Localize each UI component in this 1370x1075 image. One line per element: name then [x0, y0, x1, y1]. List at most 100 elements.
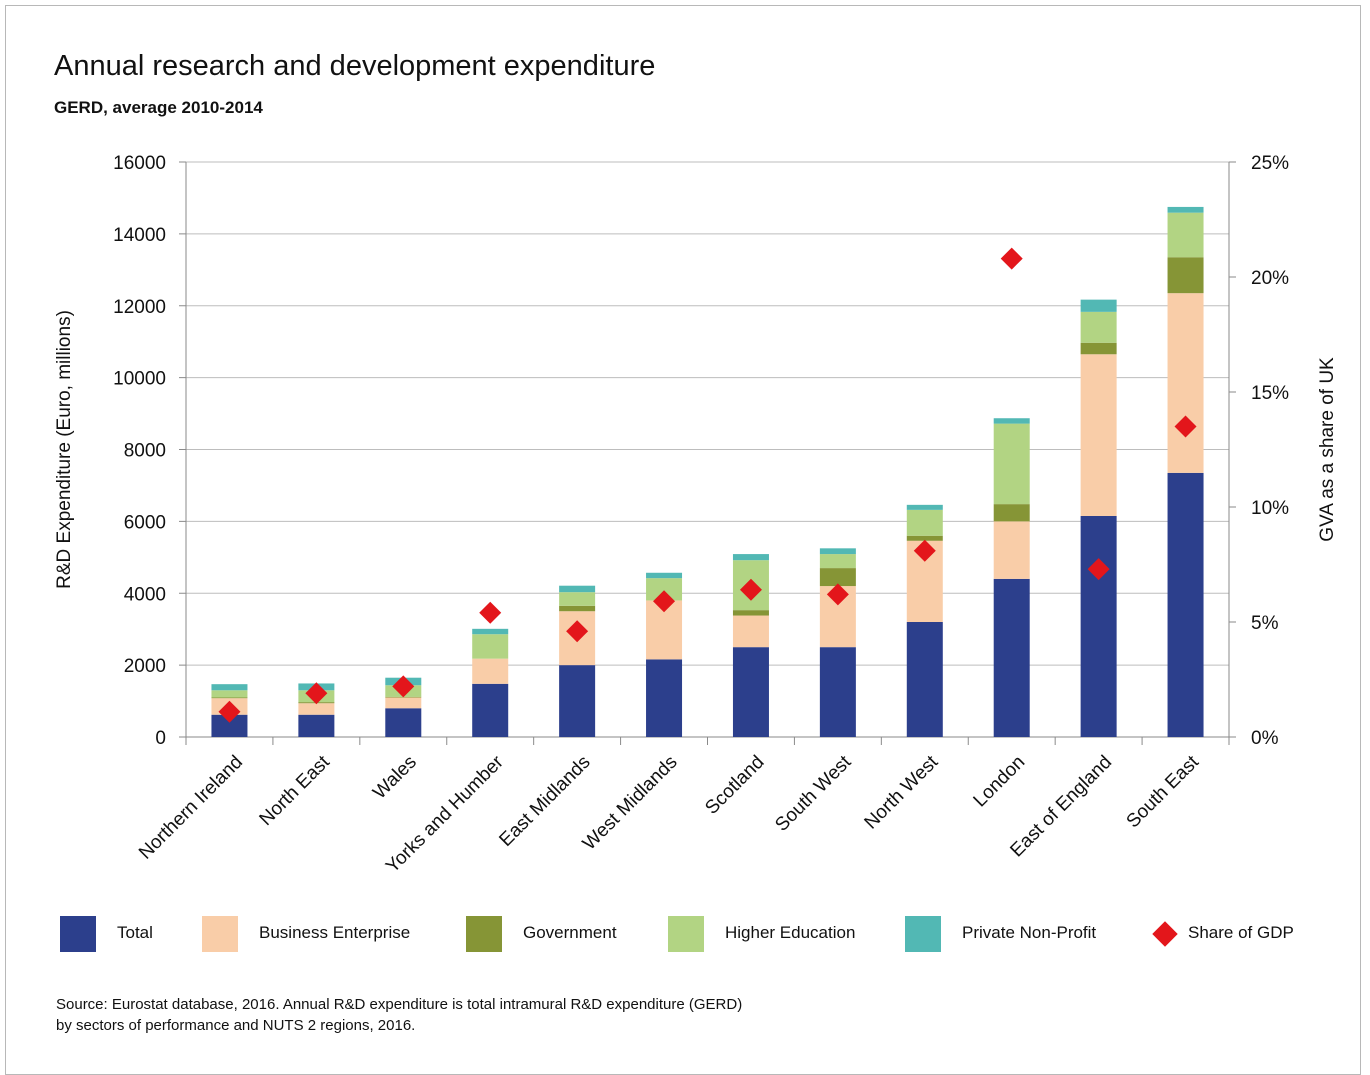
- bar-segment: [1080, 311, 1117, 343]
- share-of-gdp-marker: [1174, 415, 1197, 438]
- bar-segment: [472, 634, 509, 659]
- bar-segment: [993, 504, 1030, 522]
- bar-segment: [211, 714, 248, 737]
- y-tick-label: 8000: [124, 441, 166, 462]
- source-note: Source: Eurostat database, 2016. Annual …: [56, 994, 956, 1036]
- legend-label: Business Enterprise: [259, 923, 411, 942]
- y-tick-label: 2000: [124, 656, 166, 677]
- bar-segment: [993, 418, 1030, 424]
- legend-item: [668, 916, 704, 952]
- bar-segment: [732, 610, 769, 616]
- bar-segment: [993, 521, 1030, 579]
- y2-axis-title: GVA as a share of UK: [1317, 357, 1338, 542]
- bar-segment: [211, 690, 248, 698]
- share-of-gdp-marker: [1000, 247, 1023, 270]
- legend-label: Total: [117, 923, 153, 942]
- bar-segment: [559, 665, 596, 737]
- legend-label: Private Non-Profit: [962, 923, 1097, 942]
- bar-segment: [732, 554, 769, 561]
- share-of-gdp-marker: [653, 590, 676, 613]
- bar-segment: [559, 585, 596, 593]
- legend-swatch: [466, 916, 502, 952]
- bar-segment: [472, 658, 509, 684]
- x-tick-label: South East: [1123, 751, 1204, 832]
- bar-segment: [1080, 342, 1117, 355]
- y-tick-label: 4000: [124, 584, 166, 605]
- x-tick-label: Scotland: [701, 752, 768, 819]
- bar-segment: [385, 708, 422, 737]
- x-tick-label: North West: [861, 751, 943, 833]
- bar-segment: [906, 509, 943, 536]
- bar-segment: [1080, 515, 1117, 737]
- bar-segment: [559, 592, 596, 606]
- bar-segment: [993, 578, 1030, 737]
- bar-segment: [1080, 299, 1117, 312]
- share-of-gdp-marker: [479, 601, 502, 624]
- bar-segment: [1167, 212, 1204, 258]
- y-tick-label: 16000: [113, 153, 166, 174]
- share-of-gdp-marker: [739, 578, 762, 601]
- bar-segment: [1080, 354, 1117, 516]
- x-tick-label: London: [970, 752, 1030, 812]
- legend-diamond-marker: [1152, 921, 1178, 947]
- legend-item: [905, 916, 941, 952]
- legend-item: [202, 916, 238, 952]
- y2-tick-label: 20%: [1251, 268, 1289, 289]
- bar-segment: [211, 684, 248, 691]
- bar-segment: [646, 578, 683, 601]
- share-of-gdp-marker: [305, 682, 328, 705]
- bar-segment: [646, 572, 683, 579]
- y2-tick-label: 10%: [1251, 498, 1289, 519]
- bar-segment: [1167, 206, 1204, 213]
- y-tick-label: 0: [155, 728, 166, 749]
- bar-segment: [298, 703, 335, 715]
- legend-swatch: [202, 916, 238, 952]
- legend-item: [466, 916, 502, 952]
- bar-segment: [732, 647, 769, 737]
- bar-segment: [993, 423, 1030, 505]
- legend-swatch: [668, 916, 704, 952]
- x-tick-label: South West: [771, 751, 856, 836]
- chart-title: Annual research and development expendit…: [54, 50, 656, 82]
- bar-segment: [472, 683, 509, 737]
- y-tick-label: 14000: [113, 225, 166, 246]
- bar-segment: [646, 659, 683, 737]
- y2-tick-label: 5%: [1251, 613, 1279, 634]
- y-tick-label: 10000: [113, 369, 166, 390]
- bar-segment: [298, 714, 335, 737]
- share-of-gdp-marker: [913, 539, 936, 562]
- legend-swatch: [60, 916, 96, 952]
- x-tick-label: East Midlands: [495, 752, 594, 851]
- y2-tick-label: 0%: [1251, 728, 1279, 749]
- bar-segment: [1167, 257, 1204, 294]
- share-of-gdp-marker: [826, 583, 849, 606]
- share-of-gdp-marker: [392, 675, 415, 698]
- bar-segment: [1167, 472, 1204, 737]
- bar-segment: [819, 554, 856, 569]
- bar-segment: [732, 615, 769, 648]
- y-axis-title: R&D Expenditure (Euro, millions): [54, 310, 75, 589]
- source-line-1: Source: Eurostat database, 2016. Annual …: [56, 996, 743, 1013]
- bar-segment: [211, 697, 248, 699]
- y2-tick-label: 15%: [1251, 383, 1289, 404]
- source-line-2: by sectors of performance and NUTS 2 reg…: [56, 1017, 416, 1034]
- x-tick-label: Wales: [369, 752, 421, 804]
- chart-subtitle: GERD, average 2010-2014: [54, 98, 263, 117]
- bar-segment: [472, 628, 509, 635]
- bar-segment: [559, 605, 596, 612]
- x-tick-label: North East: [256, 751, 335, 830]
- bar-segment: [385, 697, 422, 709]
- bar-segment: [819, 568, 856, 587]
- y2-tick-label: 25%: [1251, 153, 1289, 174]
- legend-swatch: [905, 916, 941, 952]
- bar-segment: [906, 622, 943, 737]
- chart-plot: 0 2000 4000 6000 8000 10000 12000 14000 16000 0% 5…: [54, 153, 1338, 877]
- legend-item: [1147, 916, 1183, 952]
- legend-item: [60, 916, 96, 952]
- bar-segment: [906, 535, 943, 541]
- x-tick-label: Northern Ireland: [135, 752, 247, 864]
- x-tick-label: West Midlands: [579, 752, 682, 855]
- share-of-gdp-marker: [1087, 558, 1110, 581]
- legend-label: Share of GDP: [1188, 923, 1294, 942]
- share-of-gdp-marker: [218, 700, 241, 723]
